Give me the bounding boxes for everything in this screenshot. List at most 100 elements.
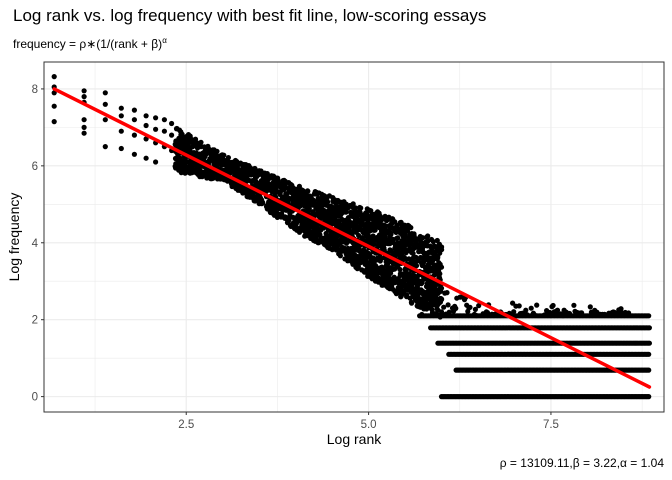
data-point [428,300,434,306]
data-point [444,290,450,296]
data-point [81,124,87,130]
y-axis-ticks: 0 2 4 6 8 [32,84,44,404]
data-point [153,115,159,121]
data-point [434,302,440,308]
data-point [426,305,433,311]
data-point [214,148,220,154]
data-point [198,139,204,145]
y-axis-label: Log frequency [6,193,22,282]
data-point [161,117,167,123]
data-point [153,126,159,132]
data-point [437,288,443,294]
data-point [422,302,428,308]
data-point [523,307,529,313]
data-point [433,289,439,295]
data-point [143,155,149,161]
data-point [118,145,124,152]
data-point [395,235,401,241]
data-point [437,271,443,277]
data-point [372,227,378,233]
panel-border [43,61,665,413]
data-point [424,234,430,240]
data-point [424,281,430,287]
data-point [131,151,137,157]
fit-line-group [52,87,652,389]
chart-subtitle: frequency = ρ∗(1/(rank + β)α [13,36,167,51]
data-point [81,94,87,100]
data-point [131,107,137,113]
data-point [337,253,343,259]
y-tick-label: 6 [32,161,38,173]
data-point [102,90,108,96]
data-point [131,132,137,138]
data-point [528,305,534,311]
data-point [408,299,414,305]
y-tick-label: 8 [32,84,38,96]
chart-title: Log rank vs. log frequency with best fit… [13,6,487,25]
data-point [51,74,57,80]
data-point [439,244,445,250]
data-point [472,306,478,312]
data-point [260,199,266,205]
data-point [397,266,403,273]
data-point [273,185,279,191]
data-point [51,103,57,109]
data-point [554,307,561,313]
x-tick-label: 2.5 [178,419,194,431]
data-point [410,250,416,256]
data-point [430,239,436,245]
data-point [143,113,149,119]
data-point [51,119,57,125]
data-point [646,351,652,357]
data-point [290,214,296,220]
data-point [423,297,429,303]
data-point [118,105,124,111]
data-point [345,215,351,221]
data-point [618,306,624,312]
x-tick-label: 5.0 [361,419,377,431]
data-point [118,128,124,134]
data-point [143,136,149,142]
data-point [438,297,444,303]
data-point [550,302,556,309]
data-point [398,294,404,300]
data-point [646,325,653,331]
data-point [102,101,108,107]
data-point [438,309,445,315]
data-point [225,155,231,161]
data-point [571,302,577,308]
data-point [371,241,377,247]
data-point [81,130,87,136]
data-point [516,303,522,309]
data-point [161,128,167,134]
data-point [445,302,451,308]
data-point [441,304,447,310]
fit-line [52,87,652,389]
data-point [438,264,445,270]
data-point [305,188,311,194]
data-point [408,225,414,231]
data-point [102,117,108,123]
data-point [413,263,420,269]
data-point [169,132,175,138]
data-point [221,152,227,158]
data-point [646,394,652,400]
data-point [352,205,358,211]
data-point [453,305,459,311]
y-tick-label: 2 [32,315,38,327]
data-point [534,302,540,308]
data-point [511,309,517,315]
x-axis-label: Log rank [327,431,382,447]
data-point [646,313,652,319]
data-point [131,117,137,123]
y-tick-label: 4 [32,238,39,250]
y-tick-label: 0 [32,392,38,404]
x-tick-label: 7.5 [543,419,559,431]
data-point [325,199,331,205]
subtitle-formula: frequency = ρ∗(1/(rank + β) [13,37,163,51]
data-point [420,288,426,295]
data-point [467,304,473,310]
data-point [118,113,124,119]
data-point [388,270,394,276]
